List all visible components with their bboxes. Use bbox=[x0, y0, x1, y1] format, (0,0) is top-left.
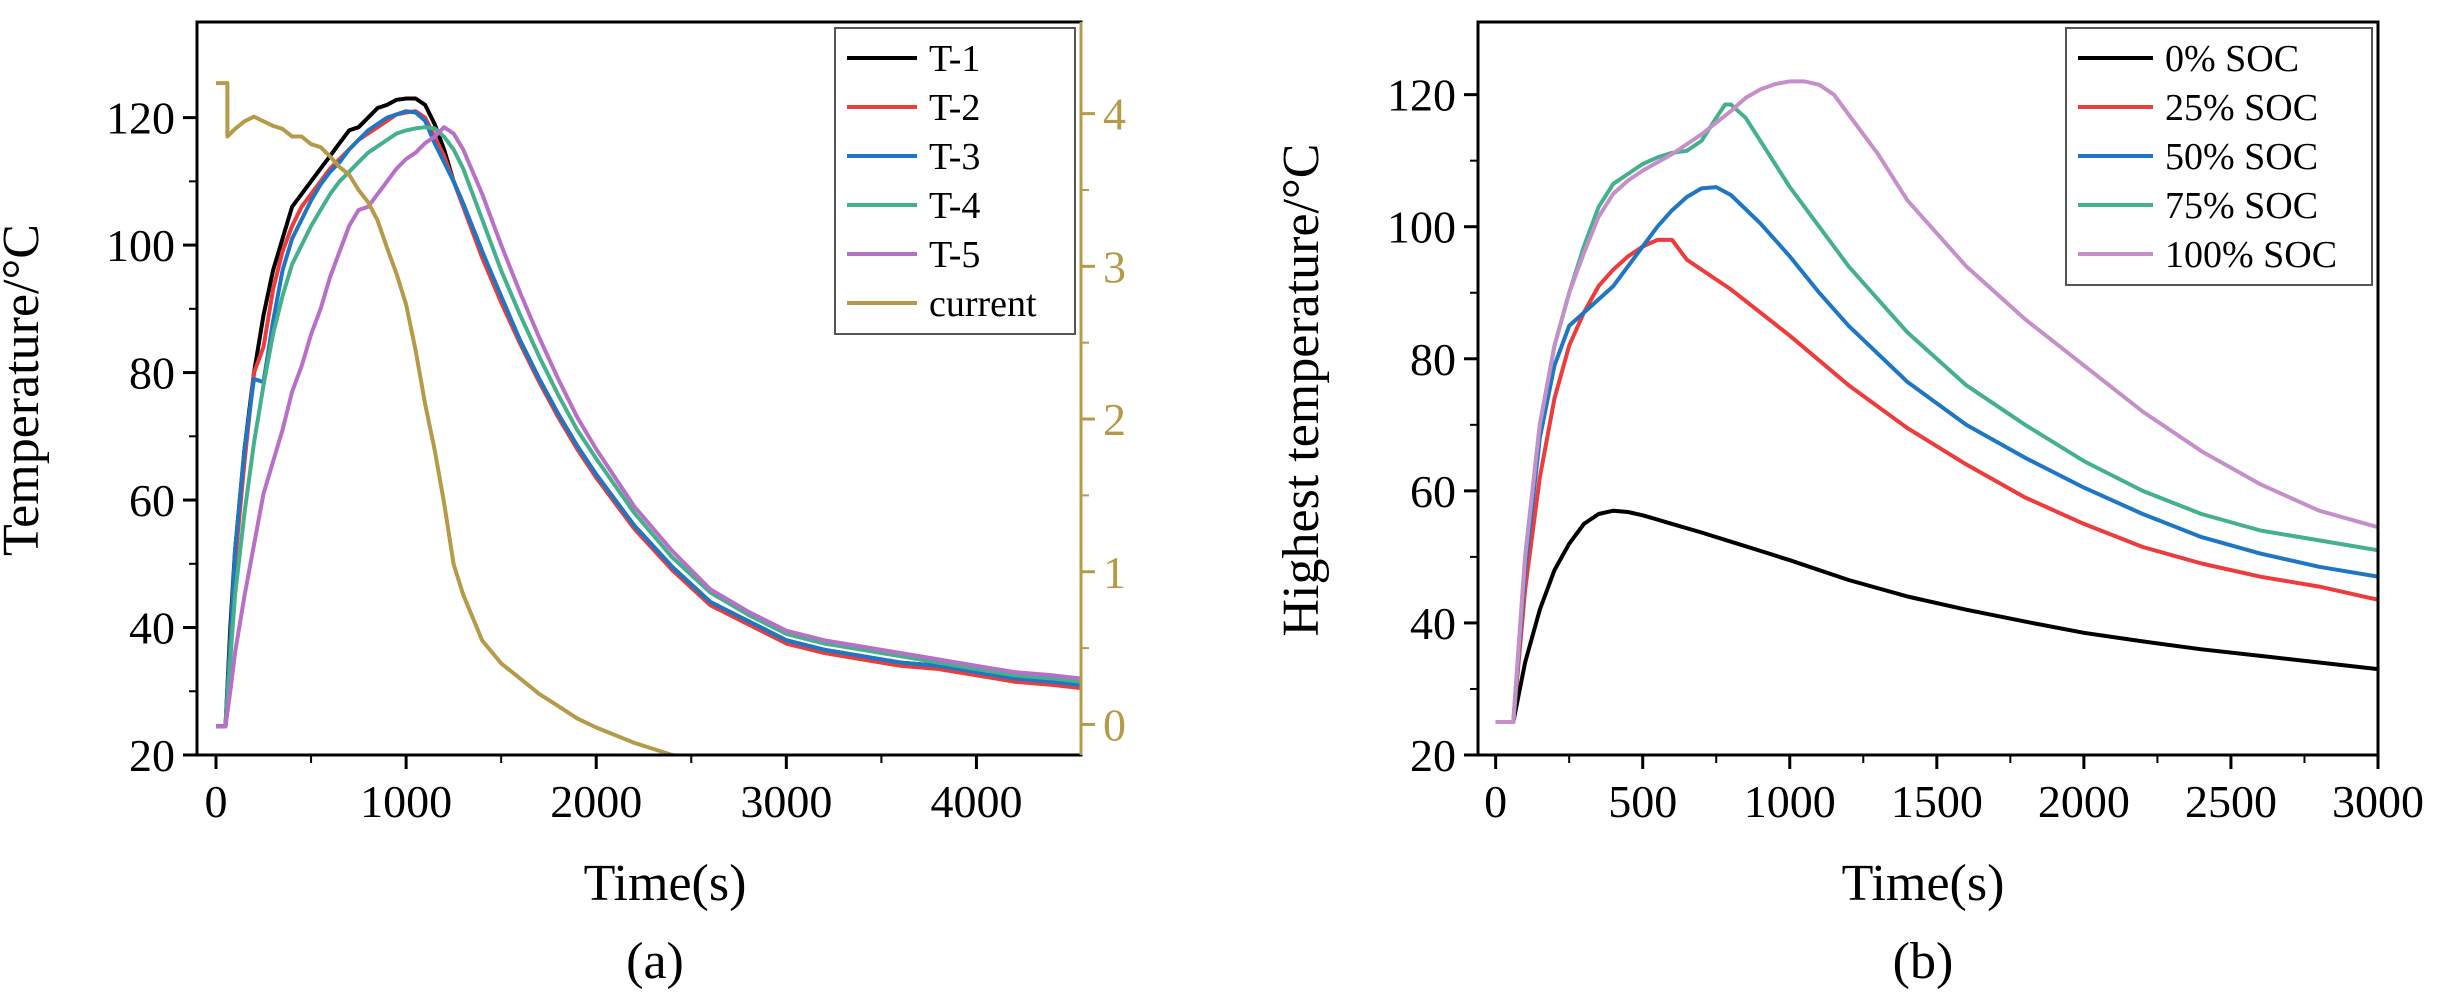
legend-label: current bbox=[929, 283, 1037, 325]
y-tick-label: 40 bbox=[1410, 598, 1456, 649]
panel-a-legend: T-1 T-2 T-3 T-4 T-5 current bbox=[834, 27, 1076, 335]
y-tick-label: 60 bbox=[1410, 466, 1456, 517]
legend-label: T-5 bbox=[929, 234, 980, 276]
x-tick-label: 1000 bbox=[1744, 776, 1836, 827]
panel-b-label: (b) bbox=[1893, 933, 1954, 990]
series-line-0-soc bbox=[1495, 508, 2378, 724]
x-tick-label: 1500 bbox=[1891, 776, 1983, 827]
legend-label: T-2 bbox=[929, 87, 980, 129]
y2-tick-label: 2 bbox=[1103, 394, 1126, 445]
panel-b-plot-frame bbox=[1476, 20, 2380, 757]
legend-label: T-1 bbox=[929, 38, 980, 80]
y-tick-label: 40 bbox=[129, 603, 175, 654]
panel-b-x-axis: 0 500 1000 1500 2000 2500 3000 bbox=[1484, 755, 2424, 827]
y-tick-label: 80 bbox=[1410, 334, 1456, 385]
panel-b-legend: 0% SOC 25% SOC 50% SOC 75% SOC 100% SOC bbox=[2065, 27, 2373, 286]
series-line-25-soc bbox=[1495, 237, 2378, 724]
x-tick-label: 2500 bbox=[2185, 776, 2277, 827]
y2-tick-label: 4 bbox=[1103, 89, 1126, 140]
y2-tick-label: 0 bbox=[1103, 699, 1126, 750]
legend-box bbox=[834, 27, 1076, 335]
panel-b: 0 500 1000 1500 2000 2500 3000 20406080100120 … bbox=[1273, 20, 2424, 990]
x-tick-label: 3000 bbox=[2332, 776, 2424, 827]
panel-b-series bbox=[1495, 79, 2378, 724]
panel-a-y2-axis: 0 1 2 3 4 bbox=[1079, 22, 1126, 755]
series-line-t-5 bbox=[216, 125, 1081, 729]
legend-label: 75% SOC bbox=[2165, 185, 2318, 227]
panel-a-x-axis-label: Time(s) bbox=[584, 855, 747, 912]
panel-a-x-axis: 0 1000 2000 3000 4000 bbox=[205, 755, 1022, 827]
x-tick-label: 0 bbox=[205, 776, 228, 827]
legend-label: T-4 bbox=[929, 185, 980, 227]
y2-tick-label: 3 bbox=[1103, 241, 1126, 292]
y-tick-label: 100 bbox=[1387, 202, 1456, 253]
series-line-100-soc bbox=[1495, 79, 2378, 724]
panel-a-y-axis: 20 40 60 80 100 120 bbox=[106, 93, 197, 781]
y-tick-label: 20 bbox=[1410, 730, 1456, 781]
x-tick-label: 0 bbox=[1484, 776, 1507, 827]
series-line-t-3 bbox=[216, 109, 1081, 729]
legend-label: T-3 bbox=[929, 136, 980, 178]
x-tick-label: 2000 bbox=[550, 776, 642, 827]
y-tick-label: 120 bbox=[1387, 70, 1456, 121]
panel-b-y-axis: 20 40 60 80 100 120 bbox=[1387, 70, 1478, 781]
x-tick-label: 3000 bbox=[740, 776, 832, 827]
series-line-50-soc bbox=[1495, 185, 2378, 724]
y2-tick-label: 1 bbox=[1103, 547, 1126, 598]
x-tick-label: 2000 bbox=[2038, 776, 2130, 827]
legend-label: 0% SOC bbox=[2165, 38, 2299, 80]
panel-a-y-axis-label: Temperature/°C bbox=[0, 224, 50, 556]
x-tick-label: 1000 bbox=[360, 776, 452, 827]
legend-label: 100% SOC bbox=[2165, 234, 2337, 276]
x-tick-label: 4000 bbox=[930, 776, 1022, 827]
panel-a-series bbox=[216, 81, 1081, 755]
legend-label: 25% SOC bbox=[2165, 87, 2318, 129]
panel-a-label: (a) bbox=[626, 933, 684, 990]
legend-label: 50% SOC bbox=[2165, 136, 2318, 178]
panel-a: 0 1000 2000 3000 4000 20 40 60 80 100 120 0 1 2 3 4 T… bbox=[0, 20, 1126, 990]
y-tick-label: 80 bbox=[129, 348, 175, 399]
y-tick-label: 120 bbox=[106, 93, 175, 144]
y-tick-label: 60 bbox=[129, 475, 175, 526]
series-line-current bbox=[216, 81, 681, 755]
x-tick-label: 500 bbox=[1608, 776, 1677, 827]
series-line-t-4 bbox=[216, 125, 1081, 729]
y-tick-label: 20 bbox=[129, 730, 175, 781]
panel-b-x-axis-label: Time(s) bbox=[1842, 855, 2005, 912]
panel-b-y-axis-label: Highest temperature/°C bbox=[1273, 144, 1330, 637]
y-tick-label: 100 bbox=[106, 220, 175, 271]
